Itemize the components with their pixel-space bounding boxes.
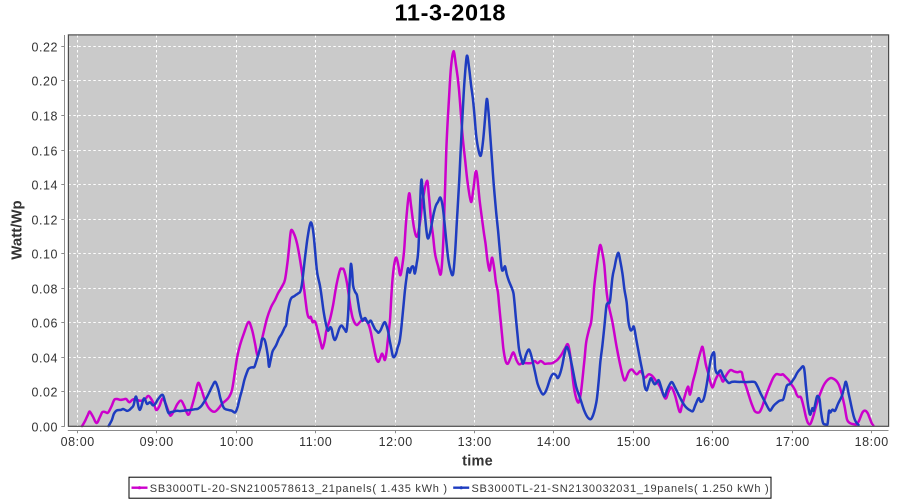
svg-text:Watt/Wp: Watt/Wp	[9, 200, 26, 259]
svg-text:12:00: 12:00	[379, 435, 413, 449]
svg-text:0.00: 0.00	[31, 420, 58, 434]
svg-text:0.02: 0.02	[31, 385, 58, 399]
svg-text:09:00: 09:00	[140, 435, 174, 449]
svg-text:11:00: 11:00	[299, 435, 332, 449]
svg-text:0.16: 0.16	[31, 144, 58, 158]
svg-text:0.10: 0.10	[31, 247, 58, 261]
svg-text:0.18: 0.18	[31, 109, 58, 123]
svg-text:time: time	[462, 453, 493, 469]
svg-text:0.22: 0.22	[31, 40, 58, 54]
svg-text:0.14: 0.14	[31, 178, 58, 192]
svg-text:08:00: 08:00	[61, 435, 95, 449]
svg-text:0.04: 0.04	[31, 351, 58, 365]
svg-text:0.20: 0.20	[31, 74, 58, 88]
svg-text:SB3000TL-20-SN2100578613_21pan: SB3000TL-20-SN2100578613_21panels( 1.435…	[150, 483, 448, 495]
svg-text:13:00: 13:00	[458, 435, 492, 449]
svg-text:16:00: 16:00	[696, 435, 730, 449]
svg-text:18:00: 18:00	[855, 435, 889, 449]
svg-text:10:00: 10:00	[220, 435, 254, 449]
svg-text:0.12: 0.12	[31, 213, 58, 227]
svg-text:17:00: 17:00	[776, 435, 810, 449]
svg-text:11-3-2018: 11-3-2018	[394, 0, 506, 26]
svg-text:0.06: 0.06	[31, 316, 58, 330]
svg-text:15:00: 15:00	[617, 435, 651, 449]
svg-text:14:00: 14:00	[537, 435, 571, 449]
svg-text:0.08: 0.08	[31, 282, 58, 296]
svg-text:SB3000TL-21-SN2130032031_19pan: SB3000TL-21-SN2130032031_19panels( 1.250…	[472, 483, 770, 495]
